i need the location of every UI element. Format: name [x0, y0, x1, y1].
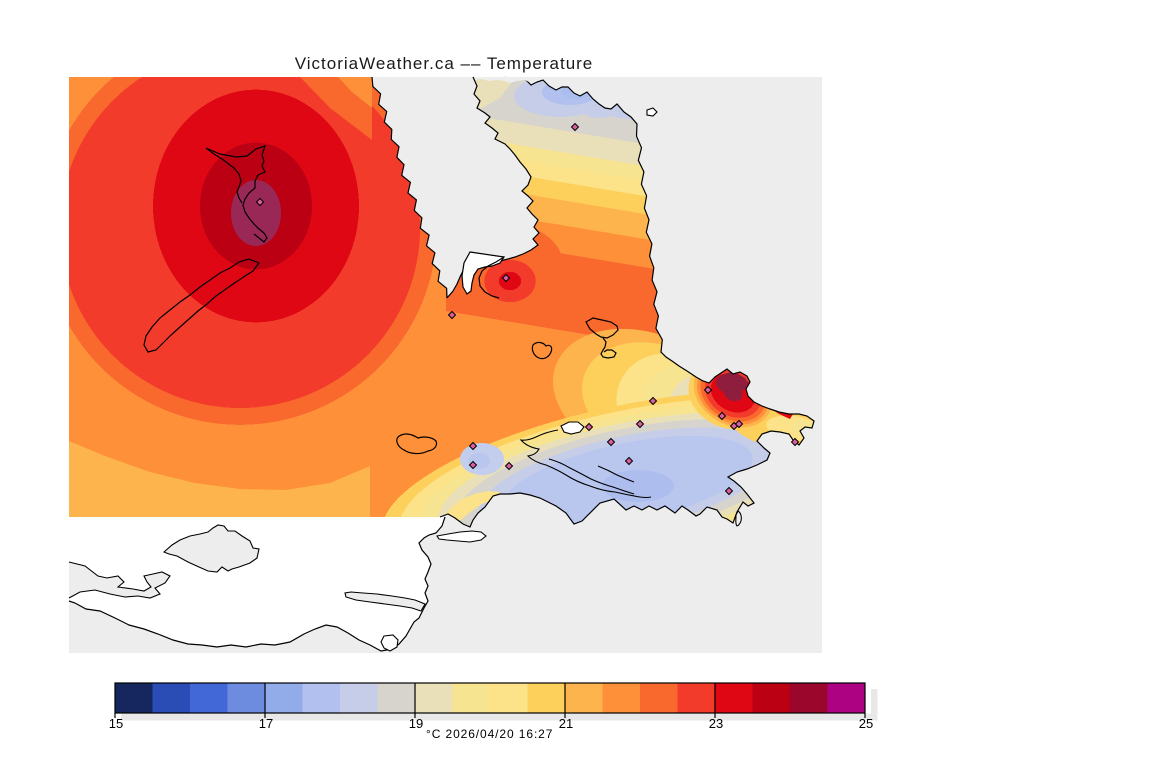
svg-text:19: 19 — [409, 716, 423, 731]
svg-text:17: 17 — [259, 716, 273, 731]
svg-text:25: 25 — [859, 716, 873, 731]
svg-text:15: 15 — [109, 716, 123, 731]
svg-text:21: 21 — [559, 716, 573, 731]
svg-text:°C 2026/04/20 16:27: °C 2026/04/20 16:27 — [426, 727, 553, 741]
svg-text:VictoriaWeather.ca –– Temperat: VictoriaWeather.ca –– Temperature — [295, 54, 594, 73]
svg-text:23: 23 — [709, 716, 723, 731]
